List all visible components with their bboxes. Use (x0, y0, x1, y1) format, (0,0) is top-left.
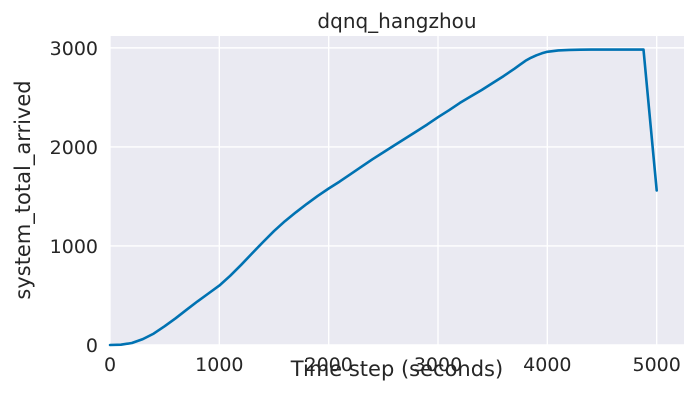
series-line (108, 48, 659, 347)
x-tick-label: 3000 (414, 354, 462, 376)
y-tick-label: 1000 (50, 236, 98, 258)
chart-title: dqnq_hangzhou (317, 9, 476, 33)
y-tick-label: 3000 (50, 38, 98, 60)
plot-background (110, 36, 684, 345)
x-tick-label: 5000 (632, 354, 680, 376)
series-layer (108, 48, 659, 347)
y-tick-label: 0 (86, 335, 98, 357)
x-axis-title: Time step (seconds) (290, 357, 503, 381)
y-tick-labels: 0 1000 2000 3000 (50, 38, 98, 357)
x-tick-label: 1000 (195, 354, 243, 376)
x-tick-label: 0 (104, 354, 116, 376)
y-tick-label: 2000 (50, 137, 98, 159)
grid-x (109, 36, 658, 345)
y-axis-title: system_total_arrived (11, 80, 36, 299)
grid-y (110, 47, 684, 346)
x-tick-label: 4000 (523, 354, 571, 376)
x-tick-labels: 0 1000 2000 3000 4000 5000 (104, 354, 681, 376)
x-tick-label: 2000 (304, 354, 352, 376)
